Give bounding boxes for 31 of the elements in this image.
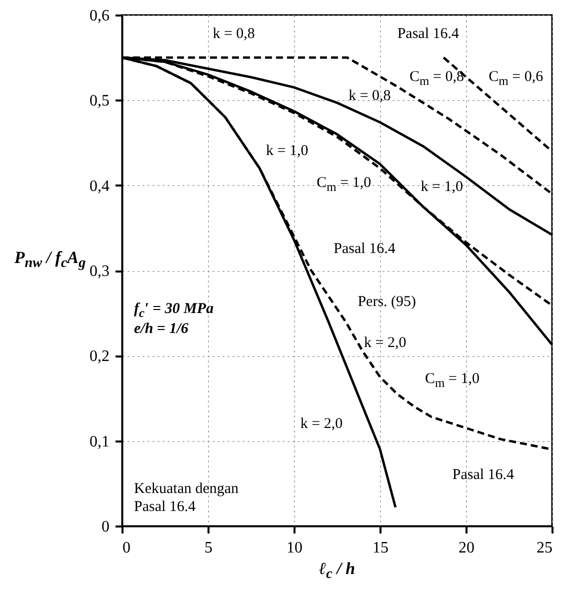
x-tick-label: 25 bbox=[536, 540, 552, 556]
y-tick-label: 0 bbox=[102, 518, 110, 536]
annotation: C$_{m}$ = 1,0 bbox=[316, 175, 372, 196]
x-tick-label: 20 bbox=[458, 540, 474, 556]
annotation: k = 0,8 bbox=[212, 25, 255, 42]
annotation: k = 1,0 bbox=[420, 178, 464, 196]
x-tick-label: 15 bbox=[372, 540, 388, 556]
annotation: e/h = 1/6 bbox=[134, 320, 190, 338]
annotation: Pasal 16.4 bbox=[452, 466, 514, 484]
annotation: k = 2,0 bbox=[364, 334, 406, 352]
x-axis-title: ℓ$_{c}$ / h bbox=[318, 558, 356, 584]
y-axis-title: P$_{nw}$ / f$_{c}$A$_{g}$ bbox=[14, 248, 86, 272]
y-tick-label: 0,2 bbox=[90, 348, 110, 366]
x-tick-label: 10 bbox=[286, 540, 302, 556]
annotation: k = 0,8 bbox=[348, 88, 391, 104]
annotation: f$_{c}$′ = 30 MPa bbox=[134, 301, 215, 321]
annotation: C$_{m}$ = 1,0 bbox=[425, 371, 480, 392]
x-tick-label: 0 bbox=[122, 540, 130, 556]
y-tick-label: 0,3 bbox=[90, 263, 110, 280]
y-tick-label: 0,5 bbox=[90, 92, 110, 110]
annotation: k = 1,0 bbox=[266, 143, 308, 160]
y-tick-label: 0,4 bbox=[90, 178, 110, 195]
annotation: Pers. (95) bbox=[358, 294, 416, 310]
annotation: Pasal 16.4 bbox=[334, 240, 396, 258]
annotation: C$_{m}$ = 0,6 bbox=[488, 69, 544, 89]
x-tick-label: 5 bbox=[204, 540, 212, 556]
annotation: k = 2,0 bbox=[300, 416, 343, 432]
y-tick-label: 0,1 bbox=[90, 433, 110, 450]
y-tick-label: 0,6 bbox=[90, 8, 110, 24]
annotation: Kekuatan dengan Pasal 16.4 bbox=[134, 481, 240, 516]
annotation: Pasal 16.4 bbox=[397, 25, 459, 42]
